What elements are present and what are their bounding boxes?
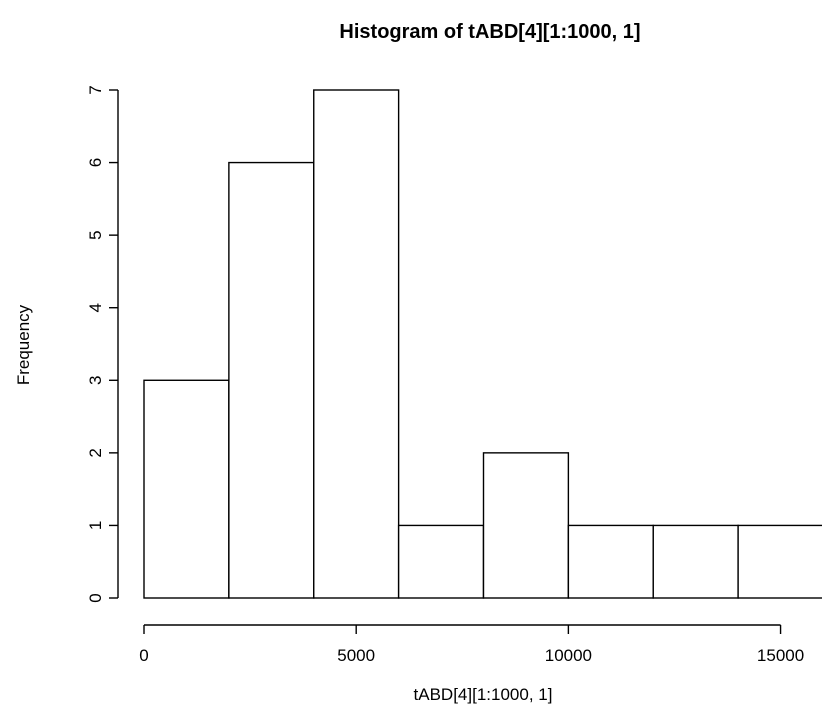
histogram-bar-2 [228,161,315,599]
x-tick-label: 10000 [545,646,592,665]
y-tick-label: 0 [86,593,105,602]
y-tick-label: 1 [86,521,105,530]
histogram-bars [143,89,822,599]
x-axis: 0 5000 10000 15000 [139,624,804,665]
x-tick-label: 15000 [757,646,804,665]
histogram-bar-4 [397,524,485,599]
histogram-bar-3 [313,89,400,599]
histogram-bar-1 [143,379,230,599]
histogram-bar-5 [482,452,570,599]
y-tick-label: 3 [86,376,105,385]
y-axis: 0 1 2 3 4 5 6 7 [86,85,119,603]
y-tick-label: 5 [86,230,105,239]
y-tick-label: 7 [86,85,105,94]
y-tick-label: 4 [86,303,105,312]
x-tick-label: 0 [139,646,148,665]
y-axis-label: Frequency [14,304,33,385]
x-tick-label: 5000 [337,646,375,665]
x-axis-label: tABD[4][1:1000, 1] [414,685,553,704]
y-tick-label: 6 [86,158,105,167]
histogram-bar-6 [567,524,654,599]
histogram-bar-7 [652,524,739,599]
chart-title: Histogram of tABD[4][1:1000, 1] [339,21,640,43]
histogram-bar-8 [737,524,822,599]
y-tick-label: 2 [86,448,105,457]
